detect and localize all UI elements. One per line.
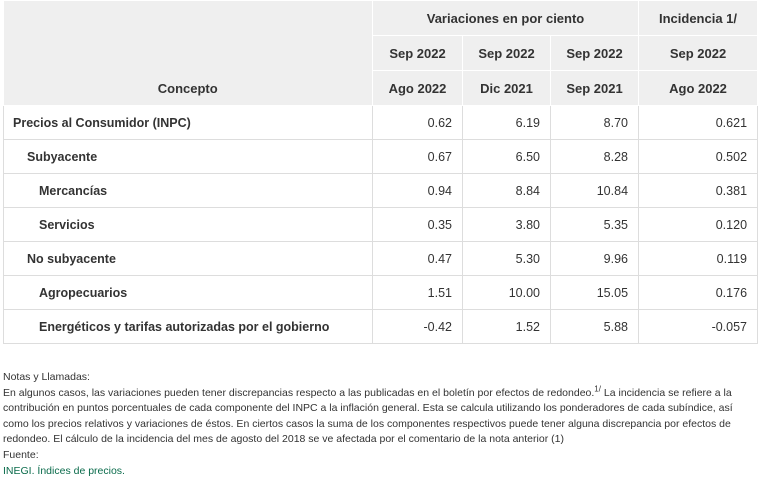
- table-row: Precios al Consumidor (INPC) 0.62 6.19 8.70…: [3, 105, 759, 140]
- cell-value: 0.176: [638, 275, 759, 310]
- table-body: Precios al Consumidor (INPC) 0.62 6.19 8.70…: [3, 105, 759, 344]
- cell-value: 0.120: [638, 207, 759, 242]
- table-row: Subyacente 0.67 6.50 8.28 0.502: [3, 139, 759, 174]
- cell-value: 0.47: [372, 241, 463, 276]
- cell-value: 6.50: [462, 139, 551, 174]
- cell-value: 0.62: [372, 105, 463, 140]
- source-link[interactable]: INEGI. Índices de precios.: [3, 464, 125, 477]
- header-to: Ago 2022: [372, 70, 463, 106]
- header-from: Sep 2022: [549, 35, 640, 71]
- row-concept: No subyacente: [3, 241, 373, 276]
- cell-value: 6.19: [462, 105, 551, 140]
- cell-value: 0.621: [638, 105, 759, 140]
- table-row: No subyacente 0.47 5.30 9.96 0.119: [3, 241, 759, 276]
- note-text: En algunos casos, las variaciones pueden…: [3, 386, 595, 399]
- notes: Notas y Llamadas: En algunos casos, las …: [3, 370, 755, 479]
- header-from: Sep 2022: [638, 35, 759, 71]
- cell-value: 0.381: [638, 173, 759, 208]
- cell-value: 8.28: [549, 139, 640, 174]
- table-row: Agropecuarios 1.51 10.00 15.05 0.176: [3, 275, 759, 310]
- cell-value: 10.00: [462, 275, 551, 310]
- cell-value: 1.52: [462, 309, 551, 344]
- cell-value: 8.70: [549, 105, 640, 140]
- table-row: Servicios 0.35 3.80 5.35 0.120: [3, 207, 759, 242]
- cell-value: 1.51: [372, 275, 463, 310]
- cell-value: 3.80: [462, 207, 551, 242]
- header-from: Sep 2022: [462, 35, 551, 71]
- cell-value: -0.057: [638, 309, 759, 344]
- cell-value: 5.35: [549, 207, 640, 242]
- row-concept: Precios al Consumidor (INPC): [3, 105, 373, 140]
- cell-value: 10.84: [549, 173, 640, 208]
- cell-value: 0.35: [372, 207, 463, 242]
- cell-value: 5.88: [549, 309, 640, 344]
- cell-value: 15.05: [549, 275, 640, 310]
- cell-value: -0.42: [372, 309, 463, 344]
- row-concept: Subyacente: [3, 139, 373, 174]
- cell-value: 0.119: [638, 241, 759, 276]
- header-group: Incidencia 1/: [638, 0, 759, 36]
- cell-value: 0.94: [372, 173, 463, 208]
- row-concept: Agropecuarios: [3, 275, 373, 310]
- inpc-table: Concepto Variaciones en por ciento Incid…: [3, 0, 759, 344]
- cell-value: 9.96: [549, 241, 640, 276]
- notes-title: Notas y Llamadas:: [3, 371, 90, 383]
- row-concept: Energéticos y tarifas autorizadas por el…: [3, 309, 373, 344]
- note-sup: 1/: [594, 384, 601, 394]
- source-label: Fuente:: [3, 448, 39, 461]
- notes-text: En algunos casos, las variaciones pueden…: [3, 384, 755, 448]
- header-group: Variaciones en por ciento: [371, 0, 640, 36]
- row-concept: Mercancías: [3, 173, 373, 208]
- header-to: Dic 2021: [462, 70, 551, 106]
- row-concept: Servicios: [3, 207, 373, 242]
- header-from: Sep 2022: [372, 35, 463, 71]
- cell-value: 0.67: [372, 139, 463, 174]
- table-row: Mercancías 0.94 8.84 10.84 0.381: [3, 173, 759, 208]
- header-concept: Concepto: [3, 0, 373, 106]
- cell-value: 0.502: [638, 139, 759, 174]
- header-to: Sep 2021: [549, 70, 640, 106]
- cell-value: 8.84: [462, 173, 551, 208]
- header-to: Ago 2022: [638, 70, 759, 106]
- note-text: La incidencia se refiere a la contribuci…: [3, 386, 733, 446]
- table-row: Energéticos y tarifas autorizadas por el…: [3, 309, 759, 344]
- cell-value: 5.30: [462, 241, 551, 276]
